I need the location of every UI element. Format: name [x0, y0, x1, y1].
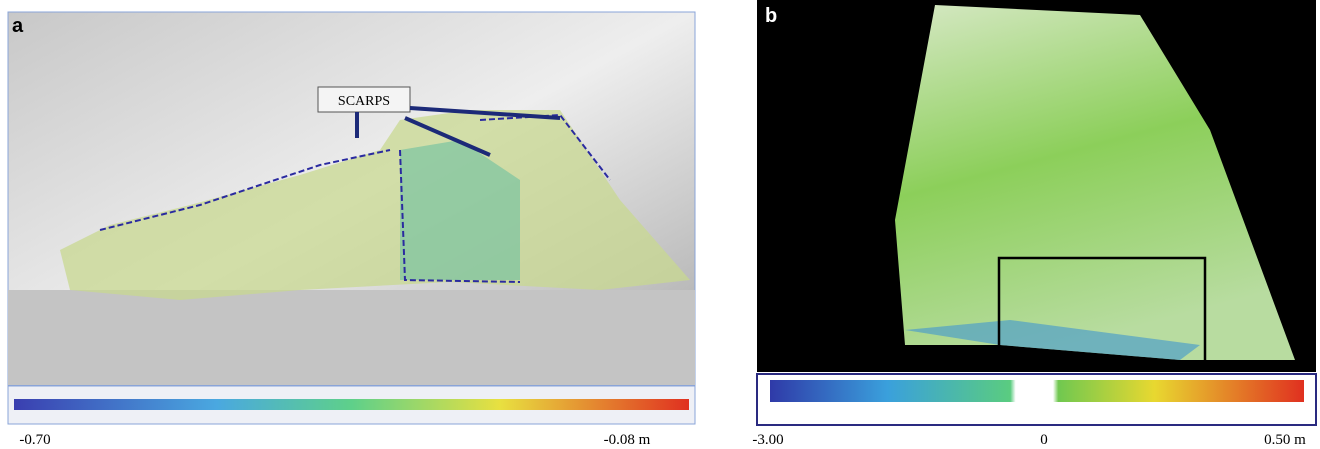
figure: SCARPS a -0.70 -0.08 m b -3.00 0 0.50 m	[0, 0, 1320, 449]
panel-b: b -3.00 0 0.50 m	[752, 0, 1316, 448]
panel-label: b	[765, 5, 777, 27]
ground	[8, 290, 695, 385]
page: SCARPS a -0.70 -0.08 m b -3.00 0 0.50 m …	[0, 0, 1320, 449]
annotation: SCARPS	[338, 94, 390, 109]
scale-max: -0.08 m	[604, 432, 651, 448]
panel-a: SCARPS a -0.70 -0.08 m	[8, 12, 695, 448]
colorbar	[770, 380, 1304, 402]
scale-min: -3.00	[752, 432, 783, 448]
scale-min: -0.70	[19, 432, 50, 448]
scale-max: 0.50 m	[1264, 432, 1306, 448]
panel-label: a	[12, 15, 24, 37]
scale-mid: 0	[1040, 432, 1048, 448]
colorbar	[14, 399, 689, 410]
